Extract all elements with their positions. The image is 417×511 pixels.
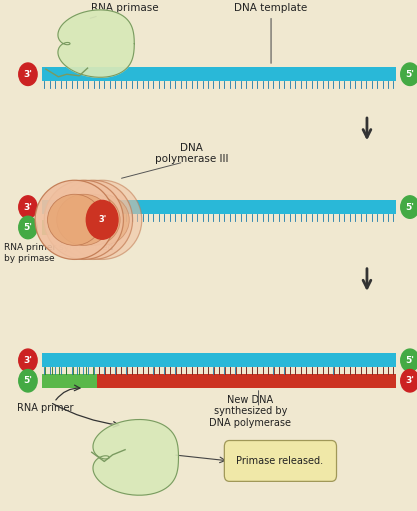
Circle shape [19,216,37,239]
FancyBboxPatch shape [224,440,337,481]
Circle shape [401,196,417,218]
Text: RNA primase: RNA primase [90,3,159,18]
Ellipse shape [48,194,102,245]
Text: 5': 5' [23,376,33,385]
Ellipse shape [63,180,142,260]
Text: 5': 5' [405,356,414,365]
Circle shape [401,369,417,392]
Polygon shape [93,420,178,495]
Text: RNA primer: RNA primer [17,403,73,413]
Text: Primase released.: Primase released. [236,456,323,466]
Bar [42,353,396,367]
Bar [42,220,117,235]
Circle shape [19,63,37,85]
Ellipse shape [75,194,129,245]
Text: 3': 3' [23,69,33,79]
Bar [97,374,396,388]
Bar [42,67,396,81]
Polygon shape [58,10,134,77]
Bar [42,200,396,214]
Text: 3': 3' [405,376,414,385]
Text: RNA primer synthesized
by primase: RNA primer synthesized by primase [4,243,113,263]
Text: 5': 5' [23,223,33,232]
Text: New DNA
synthesized by
DNA polymerase: New DNA synthesized by DNA polymerase [209,394,291,428]
Text: 5': 5' [405,69,414,79]
Text: 3': 3' [98,215,106,224]
Ellipse shape [57,194,111,245]
Ellipse shape [66,194,120,245]
Ellipse shape [35,180,114,260]
Circle shape [401,63,417,85]
Text: DNA template: DNA template [234,3,308,63]
Ellipse shape [44,180,123,260]
Circle shape [19,196,37,218]
Ellipse shape [53,180,133,260]
Circle shape [19,349,37,371]
Text: 3': 3' [23,202,33,212]
Circle shape [86,200,118,239]
Bar [42,374,97,388]
Circle shape [19,369,37,392]
Circle shape [401,349,417,371]
Text: 5': 5' [405,202,414,212]
Text: 3': 3' [23,356,33,365]
Text: DNA
polymerase III: DNA polymerase III [155,143,229,164]
